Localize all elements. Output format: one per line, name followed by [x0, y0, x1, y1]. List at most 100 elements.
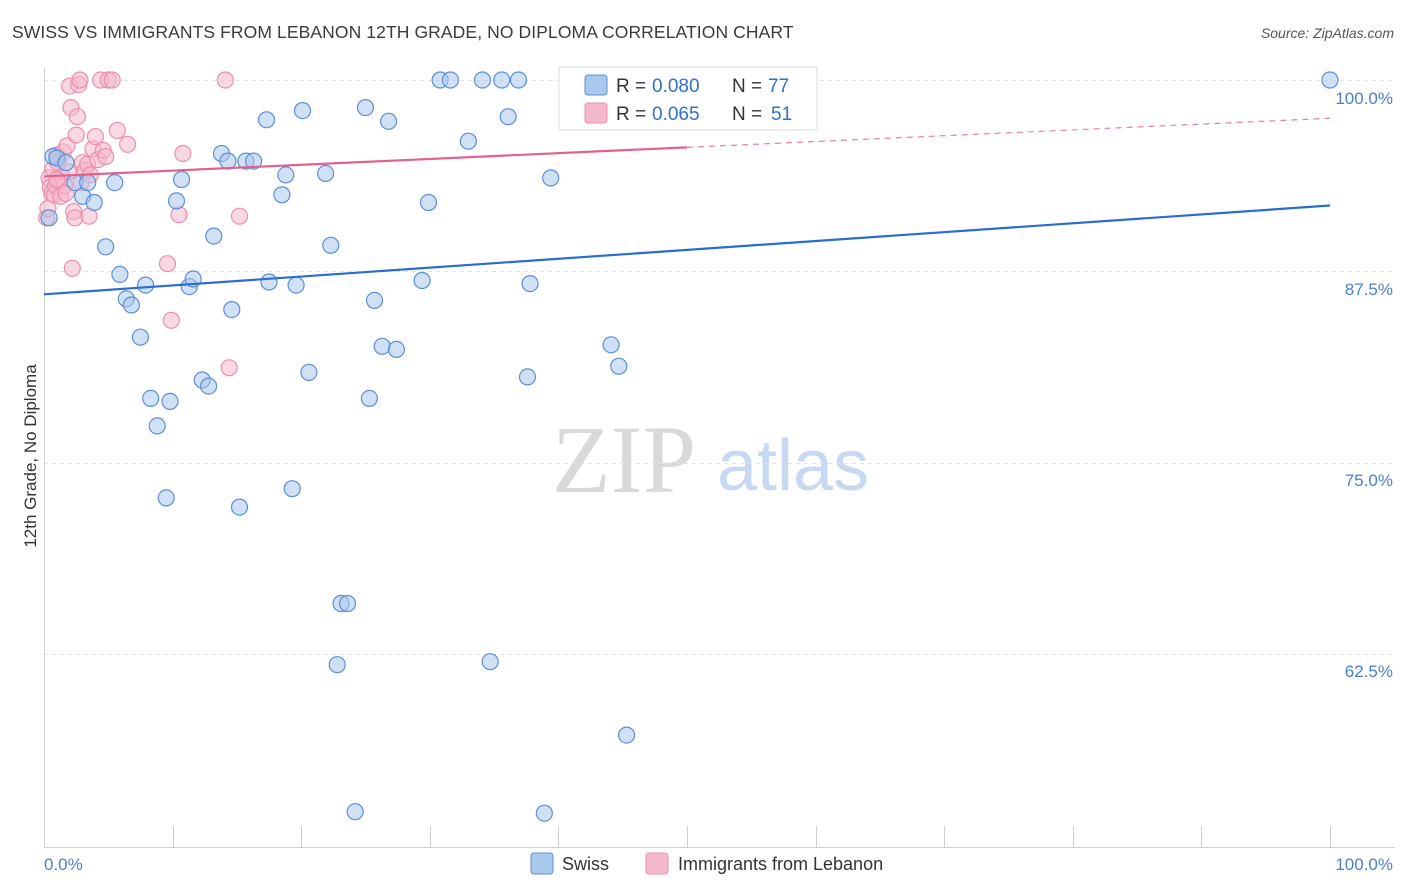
swiss-point-65 — [542, 169, 560, 187]
lebanon-trend-extension — [686, 117, 1331, 148]
swiss-point-34 — [273, 186, 291, 204]
x-tick-label-0: 0.0% — [44, 855, 83, 874]
swiss-point-8 — [97, 238, 115, 256]
legend-lebanon-n-label: N = — [732, 104, 762, 125]
swiss-point-40 — [317, 164, 335, 182]
swiss-point-48 — [365, 291, 384, 309]
swiss-point-56 — [459, 132, 477, 150]
swiss-point-52 — [413, 271, 431, 290]
swiss-point-59 — [493, 71, 511, 89]
swiss-point-35 — [277, 166, 295, 184]
lebanon-point-43 — [158, 255, 177, 273]
swiss-point-49 — [373, 337, 391, 355]
lebanon-point-50 — [48, 170, 66, 189]
swiss-point-0 — [40, 209, 58, 227]
swiss-point-29 — [230, 498, 249, 516]
watermark-zip: ZIP — [552, 406, 696, 513]
swiss-point-50 — [380, 112, 398, 130]
watermark-atlas: atlas — [717, 426, 869, 506]
swiss-point-19 — [167, 192, 186, 210]
swiss-point-39 — [300, 363, 318, 381]
swiss-point-60 — [499, 108, 517, 126]
swiss-point-69 — [610, 357, 628, 375]
lebanon-point-26 — [71, 71, 89, 89]
lebanon-point-40 — [103, 71, 121, 89]
swiss-point-42 — [328, 656, 346, 674]
y-tick-label-62-5: 62.5% — [1345, 662, 1393, 681]
legend-swiss-n-label: N = — [732, 76, 762, 97]
swiss-point-57 — [473, 71, 492, 89]
swiss-point-27 — [219, 152, 237, 170]
lebanon-point-44 — [162, 311, 180, 329]
swiss-point-36 — [283, 480, 301, 498]
lebanon-point-47 — [216, 71, 234, 89]
lebanon-point-34 — [86, 128, 105, 146]
lebanon-point-42 — [118, 135, 137, 153]
y-tick-label-75: 75.0% — [1345, 471, 1393, 490]
swiss-point-45 — [346, 803, 364, 821]
swiss-point-13 — [131, 328, 149, 346]
bottom-legend-swatch-swiss — [530, 852, 554, 875]
swiss-point-14 — [137, 276, 155, 294]
lebanon-point-46 — [174, 144, 192, 163]
lebanon-point-41 — [108, 121, 126, 140]
swiss-point-3 — [57, 154, 75, 172]
swiss-point-61 — [509, 71, 528, 89]
correlation-legend: R = 0.080 N = 77 R = 0.065 N = 51 — [558, 66, 818, 131]
legend-swatch-swiss — [584, 74, 608, 96]
lebanon-point-38 — [97, 147, 115, 166]
lebanon-point-23 — [67, 126, 85, 144]
swiss-point-10 — [111, 265, 129, 283]
swiss-point-24 — [200, 377, 218, 395]
swiss-point-18 — [161, 392, 179, 410]
swiss-point-38 — [293, 101, 312, 120]
swiss-point-41 — [322, 236, 340, 254]
lebanon-point-48 — [220, 359, 238, 377]
swiss-point-7 — [85, 193, 103, 212]
legend-lebanon-r-label: R = — [616, 104, 646, 125]
lebanon-point-22 — [66, 209, 84, 227]
swiss-point-46 — [356, 98, 375, 117]
swiss-point-47 — [360, 389, 378, 407]
swiss-point-68 — [602, 336, 620, 354]
legend-lebanon-n-value: 51 — [771, 104, 792, 125]
legend-lebanon-r-value: 0.065 — [652, 104, 700, 125]
series-legend: Swiss Immigrants from Lebanon — [530, 852, 883, 875]
swiss-point-17 — [157, 489, 175, 507]
x-tick-marks — [173, 826, 1331, 848]
swiss-point-37 — [287, 276, 305, 294]
swiss-point-15 — [142, 389, 160, 407]
legend-swiss-n-value: 77 — [768, 76, 789, 97]
bottom-legend-lebanon: Immigrants from Lebanon — [678, 854, 883, 874]
y-axis-label: 12th Grade, No Diploma — [21, 364, 40, 548]
swiss-point-55 — [441, 71, 459, 89]
trend-lines — [43, 117, 1331, 296]
swiss-point-64 — [535, 804, 553, 822]
swiss-point-32 — [257, 111, 276, 129]
swiss-point-20 — [173, 170, 191, 189]
swiss-point-16 — [148, 417, 166, 435]
swiss-point-53 — [419, 193, 438, 212]
swiss-point-70 — [617, 726, 636, 744]
swiss-point-25 — [205, 227, 223, 245]
swiss-point-76 — [1321, 71, 1339, 89]
swiss-point-33 — [260, 273, 278, 291]
lebanon-point-24 — [68, 108, 87, 126]
lebanon-trend-line — [43, 146, 688, 178]
chart-source: Source: ZipAtlas.com — [1260, 25, 1394, 41]
x-tick-label-100: 100.0% — [1335, 855, 1393, 874]
swiss-point-63 — [521, 275, 539, 293]
swiss-point-58 — [481, 653, 499, 671]
y-tick-label-100: 100.0% — [1335, 89, 1393, 108]
swiss-point-31 — [245, 152, 263, 170]
chart-title: SWISS VS IMMIGRANTS FROM LEBANON 12TH GR… — [12, 22, 794, 42]
swiss-point-12 — [122, 296, 140, 314]
legend-swiss-r-value: 0.080 — [652, 76, 700, 97]
y-tick-label-87-5: 87.5% — [1345, 280, 1393, 299]
swiss-point-28 — [223, 301, 241, 319]
swiss-point-51 — [387, 340, 405, 358]
y-tick-labels: 100.0% 87.5% 75.0% 62.5% — [1335, 89, 1393, 681]
lebanon-point-20 — [63, 259, 81, 277]
swiss-trend-line — [43, 204, 1331, 296]
